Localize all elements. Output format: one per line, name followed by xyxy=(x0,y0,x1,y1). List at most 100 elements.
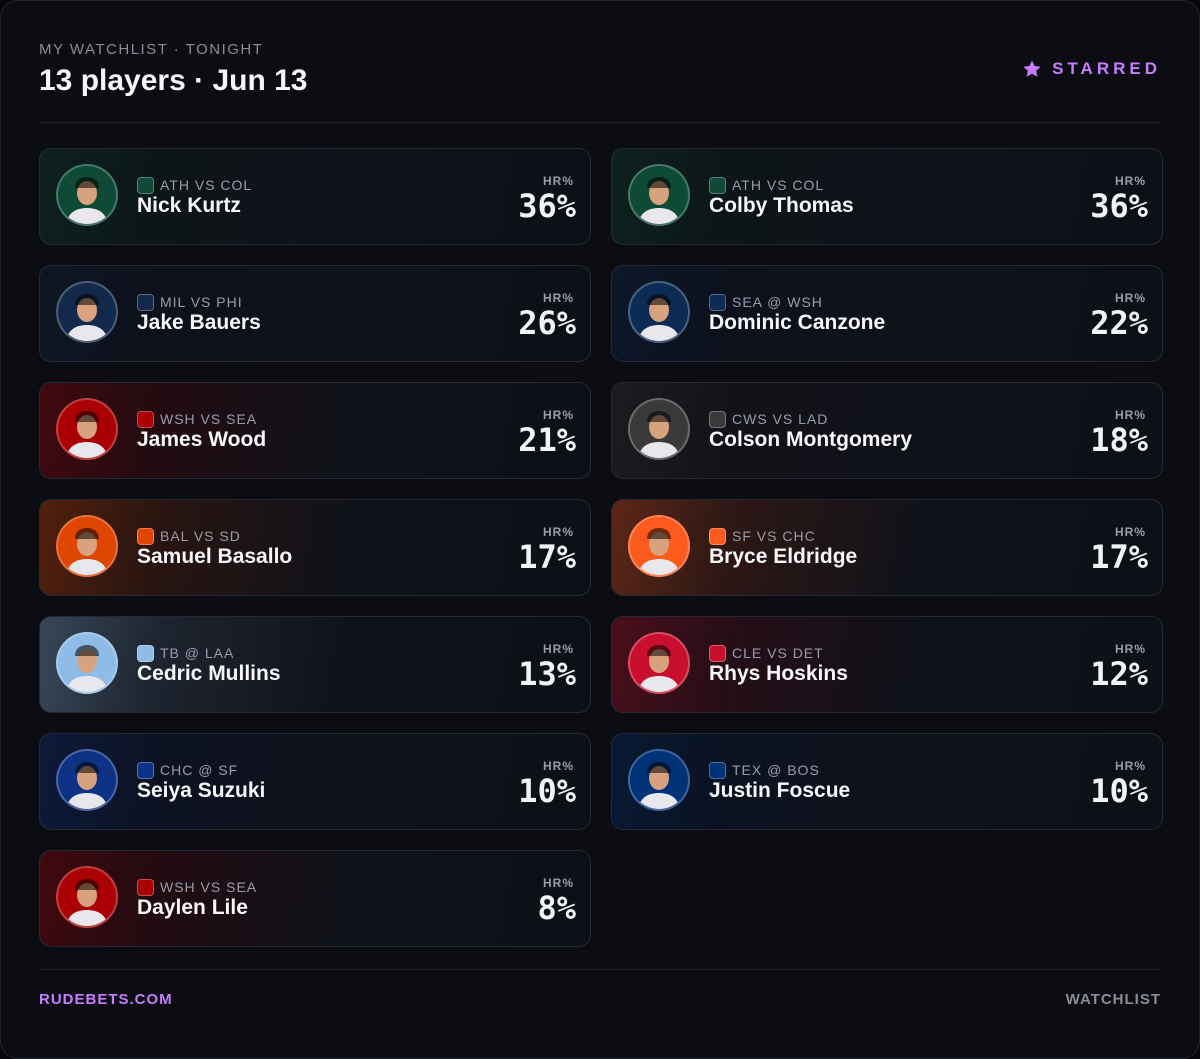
avatar-figure xyxy=(638,177,680,224)
player-name: Samuel Basallo xyxy=(137,545,293,568)
matchup: CWS VS LAD xyxy=(732,411,829,427)
player-card[interactable]: WSH VS SEA James Wood HR% 21% xyxy=(39,382,591,479)
kicker: MY WATCHLIST · TONIGHT xyxy=(39,41,264,58)
star-icon xyxy=(1023,60,1041,77)
team-logo xyxy=(137,411,154,428)
divider xyxy=(39,122,1161,123)
stat-label: HR% xyxy=(542,174,574,188)
team-logo xyxy=(137,177,154,194)
stat-value: 22% xyxy=(1090,304,1148,342)
player-avatar xyxy=(628,749,690,811)
divider xyxy=(39,969,1161,970)
player-avatar xyxy=(628,164,690,226)
stat-label: HR% xyxy=(542,525,574,539)
starred-badge[interactable]: STARRED xyxy=(1022,59,1161,79)
avatar-figure xyxy=(638,762,680,809)
stat-label: HR% xyxy=(1114,759,1146,773)
player-avatar xyxy=(56,281,118,343)
player-avatar xyxy=(56,164,118,226)
player-card[interactable]: CLE VS DET Rhys Hoskins HR% 12% xyxy=(611,616,1163,713)
player-name: Bryce Eldridge xyxy=(709,545,858,568)
avatar-figure xyxy=(66,879,108,926)
team-logo xyxy=(137,762,154,779)
player-name: Seiya Suzuki xyxy=(137,779,266,802)
avatar-figure xyxy=(638,645,680,692)
stat-value: 36% xyxy=(518,187,576,225)
player-name: Colson Montgomery xyxy=(709,428,912,451)
player-name: Jake Bauers xyxy=(137,311,261,334)
matchup: TEX @ BOS xyxy=(732,762,820,778)
player-avatar xyxy=(56,749,118,811)
player-card[interactable]: CHC @ SF Seiya Suzuki HR% 10% xyxy=(39,733,591,830)
avatar-figure xyxy=(66,411,108,458)
stat-value: 10% xyxy=(1090,772,1148,810)
player-avatar xyxy=(628,281,690,343)
team-logo xyxy=(709,645,726,662)
avatar-figure xyxy=(66,762,108,809)
player-card[interactable]: MIL VS PHI Jake Bauers HR% 26% xyxy=(39,265,591,362)
team-logo xyxy=(137,879,154,896)
stat-value: 26% xyxy=(518,304,576,342)
player-name: Cedric Mullins xyxy=(137,662,281,685)
stat-label: HR% xyxy=(542,291,574,305)
team-logo xyxy=(137,528,154,545)
avatar-figure xyxy=(638,294,680,341)
avatar-figure xyxy=(638,528,680,575)
player-grid: ATH VS COL Nick Kurtz HR% 36% ATH VS COL Colb… xyxy=(39,148,1163,947)
matchup: SEA @ WSH xyxy=(732,294,823,310)
team-logo xyxy=(709,762,726,779)
stat-value: 18% xyxy=(1090,421,1148,459)
team-logo xyxy=(709,294,726,311)
player-avatar xyxy=(628,632,690,694)
player-card[interactable]: CWS VS LAD Colson Montgomery HR% 18% xyxy=(611,382,1163,479)
title: 13 players · Jun 13 xyxy=(39,64,308,97)
avatar-figure xyxy=(66,645,108,692)
brand[interactable]: RUDEBETS.COM xyxy=(39,991,173,1008)
stat-value: 17% xyxy=(518,538,576,576)
player-name: Dominic Canzone xyxy=(709,311,886,334)
player-card[interactable]: TEX @ BOS Justin Foscue HR% 10% xyxy=(611,733,1163,830)
player-name: Daylen Lile xyxy=(137,896,248,919)
player-avatar xyxy=(628,515,690,577)
player-card[interactable]: SF VS CHC Bryce Eldridge HR% 17% xyxy=(611,499,1163,596)
player-avatar xyxy=(56,398,118,460)
stat-label: HR% xyxy=(1114,174,1146,188)
player-card[interactable]: TB @ LAA Cedric Mullins HR% 13% xyxy=(39,616,591,713)
matchup: SF VS CHC xyxy=(732,528,816,544)
stat-label: HR% xyxy=(542,759,574,773)
team-logo xyxy=(709,528,726,545)
matchup: WSH VS SEA xyxy=(160,411,258,427)
matchup: BAL VS SD xyxy=(160,528,241,544)
player-name: Justin Foscue xyxy=(709,779,851,802)
avatar-figure xyxy=(66,528,108,575)
badge-text: STARRED xyxy=(1052,59,1161,78)
player-card[interactable]: ATH VS COL Colby Thomas HR% 36% xyxy=(611,148,1163,245)
avatar-figure xyxy=(66,294,108,341)
player-name: James Wood xyxy=(137,428,267,451)
team-logo xyxy=(709,411,726,428)
player-avatar xyxy=(628,398,690,460)
stat-label: HR% xyxy=(1114,291,1146,305)
player-card[interactable]: WSH VS SEA Daylen Lile HR% 8% xyxy=(39,850,591,947)
player-avatar xyxy=(56,866,118,928)
stat-label: HR% xyxy=(542,642,574,656)
stat-label: HR% xyxy=(1114,408,1146,422)
footer-label: WATCHLIST xyxy=(1065,991,1161,1008)
stat-value: 12% xyxy=(1090,655,1148,693)
team-logo xyxy=(709,177,726,194)
team-logo xyxy=(137,645,154,662)
stat-value: 36% xyxy=(1090,187,1148,225)
player-name: Nick Kurtz xyxy=(137,194,241,217)
stat-label: HR% xyxy=(1114,525,1146,539)
stat-value: 21% xyxy=(518,421,576,459)
player-card[interactable]: ATH VS COL Nick Kurtz HR% 36% xyxy=(39,148,591,245)
stat-value: 17% xyxy=(1090,538,1148,576)
avatar-figure xyxy=(66,177,108,224)
player-name: Rhys Hoskins xyxy=(709,662,848,685)
matchup: CHC @ SF xyxy=(160,762,239,778)
player-card[interactable]: BAL VS SD Samuel Basallo HR% 17% xyxy=(39,499,591,596)
player-card[interactable]: SEA @ WSH Dominic Canzone HR% 22% xyxy=(611,265,1163,362)
matchup: ATH VS COL xyxy=(732,177,825,193)
